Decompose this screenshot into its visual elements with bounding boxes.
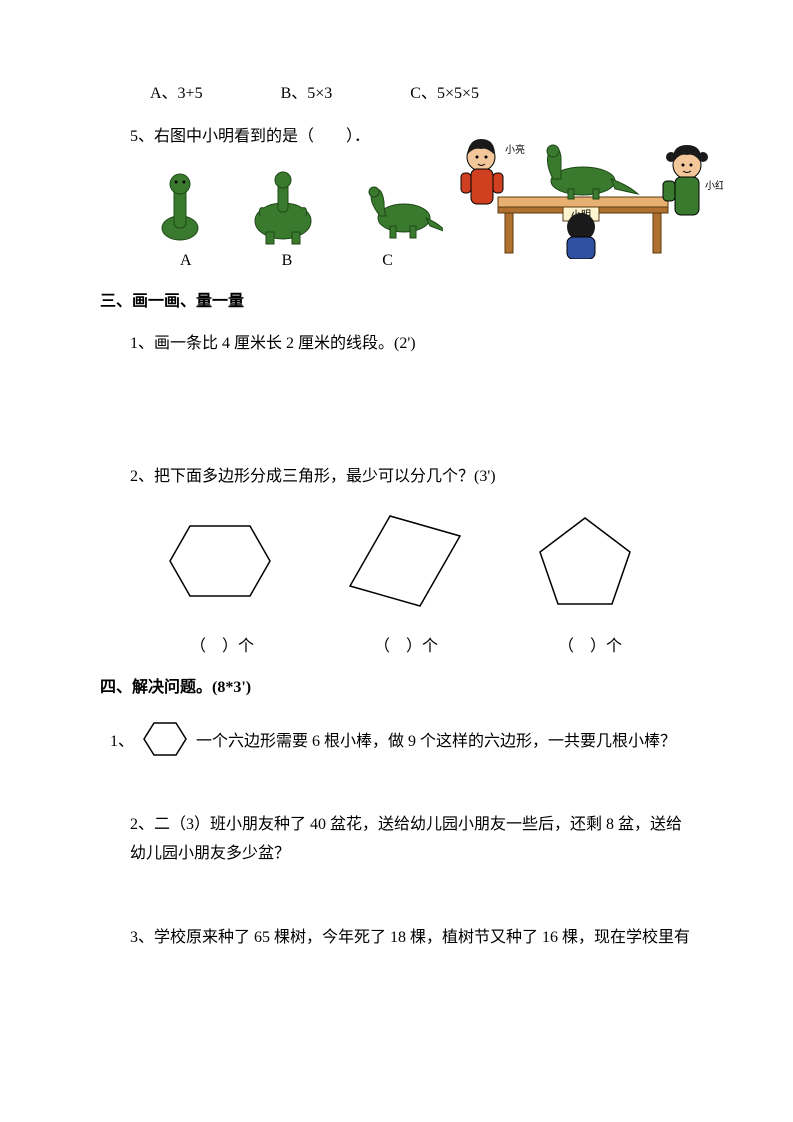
dino-option-a [150, 166, 208, 246]
s4-q1-text: 一个六边形需要 6 根小棒，做 9 个这样的六边形，一共要几根小棒？ [196, 727, 676, 751]
hexagon-shape [160, 506, 280, 616]
s4-q1-num: 1、 [110, 727, 134, 751]
dinosaur-on-table [547, 145, 638, 199]
section4-title: 四、解决问题。(8*3') [100, 674, 693, 703]
scene-illustration: 小明 小亮 [443, 109, 723, 259]
s3-q2: 2、把下面多边形分成三角形，最少可以分几个？(3') [100, 463, 693, 492]
blank-hexagon: （ ）个 [190, 632, 254, 656]
blank-pentagon: （ ）个 [558, 632, 622, 656]
dino-option-c [356, 176, 443, 246]
label-xiaohong: 小红 [705, 179, 723, 192]
dino-label-c: C [382, 252, 393, 270]
child-xiaoming [567, 213, 595, 259]
s4-q3: 3、学校原来种了 65 棵树，今年死了 18 棵，植树节又种了 16 棵，现在学… [100, 924, 693, 953]
option-a: A、3+5 [150, 85, 203, 102]
blank-rhombus: （ ）个 [374, 632, 438, 656]
s4-q2: 2、二（3）班小朋友种了 40 盆花，送给幼儿园小朋友一些后，还剩 8 盆，送给… [100, 811, 693, 869]
dino-label-a: A [180, 252, 192, 270]
label-xiaoliang: 小亮 [505, 143, 525, 156]
rhombus-shape [340, 506, 470, 616]
section3-title: 三、画一画、量一量 [100, 288, 693, 317]
s3-q1: 1、画一条比 4 厘米长 2 厘米的线段。(2') [100, 330, 693, 359]
pentagon-shape [530, 506, 640, 616]
dino-option-b [248, 166, 316, 246]
child-xiaohong [663, 145, 708, 215]
dino-label-b: B [282, 252, 293, 270]
child-xiaoliang [461, 139, 503, 204]
option-b: B、5×3 [281, 85, 333, 102]
option-c: C、5×5×5 [410, 85, 479, 102]
small-hexagon-icon [140, 717, 190, 761]
